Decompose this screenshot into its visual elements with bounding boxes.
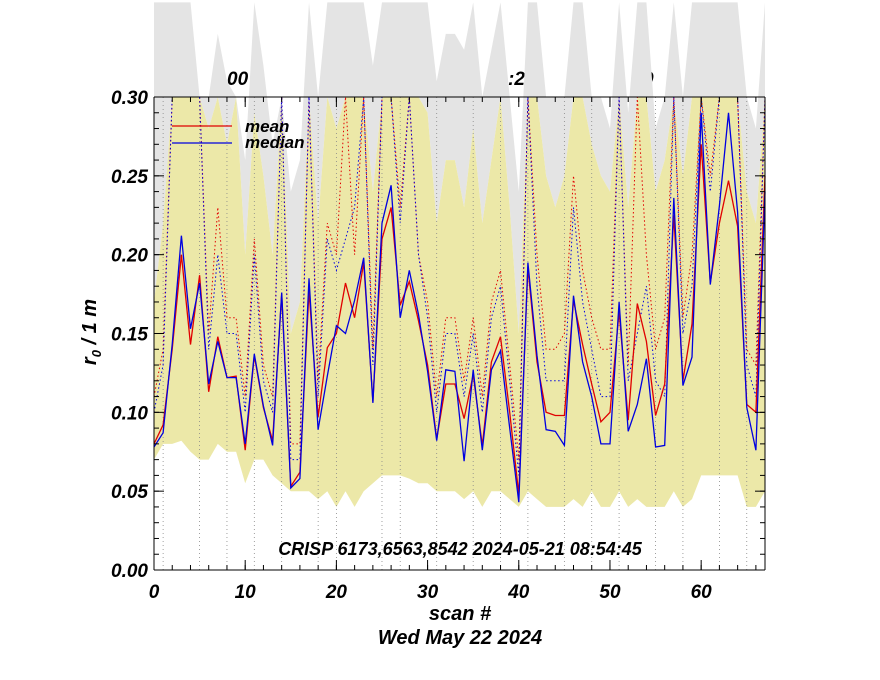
legend: mean median [172,117,305,152]
date-label: Wed May 22 2024 [378,627,542,649]
y-tick-label: 0.25 [111,167,148,188]
x-tick-label: 40 [507,582,530,603]
median-series-line [153,112,766,503]
top-axis-label-middle: :2 [508,69,525,90]
y-tick-label: 0.05 [111,482,148,503]
legend-mean-label: mean [245,117,289,136]
legend-median-label: median [245,133,305,152]
top-axis-label-left: 00 [227,69,249,90]
y-tick-label: 0.10 [111,403,148,424]
y-tick-label: 0.15 [111,325,148,346]
y-tick-label: 0.20 [111,246,148,267]
x-axis-label: scan # [429,603,492,625]
range-max-area [154,2,765,334]
chart-annotation: CRISP 6173,6563,8542 2024-05-21 08:54:45 [278,539,643,559]
mean-upper-series-line [153,96,766,460]
y-tick-label: 0.30 [111,88,148,109]
x-tick-label: 50 [599,582,621,603]
x-tick-label: 0 [149,582,160,603]
x-tick-label: 30 [417,582,439,603]
x-tick-label: 10 [235,582,257,603]
x-tick-label: 60 [691,582,713,603]
median-upper-series-line [153,96,766,476]
y-axis-label: r0 / 1 m [79,299,104,365]
x-tick-label: 20 [325,582,348,603]
y-tick-label: 0.00 [111,561,148,582]
